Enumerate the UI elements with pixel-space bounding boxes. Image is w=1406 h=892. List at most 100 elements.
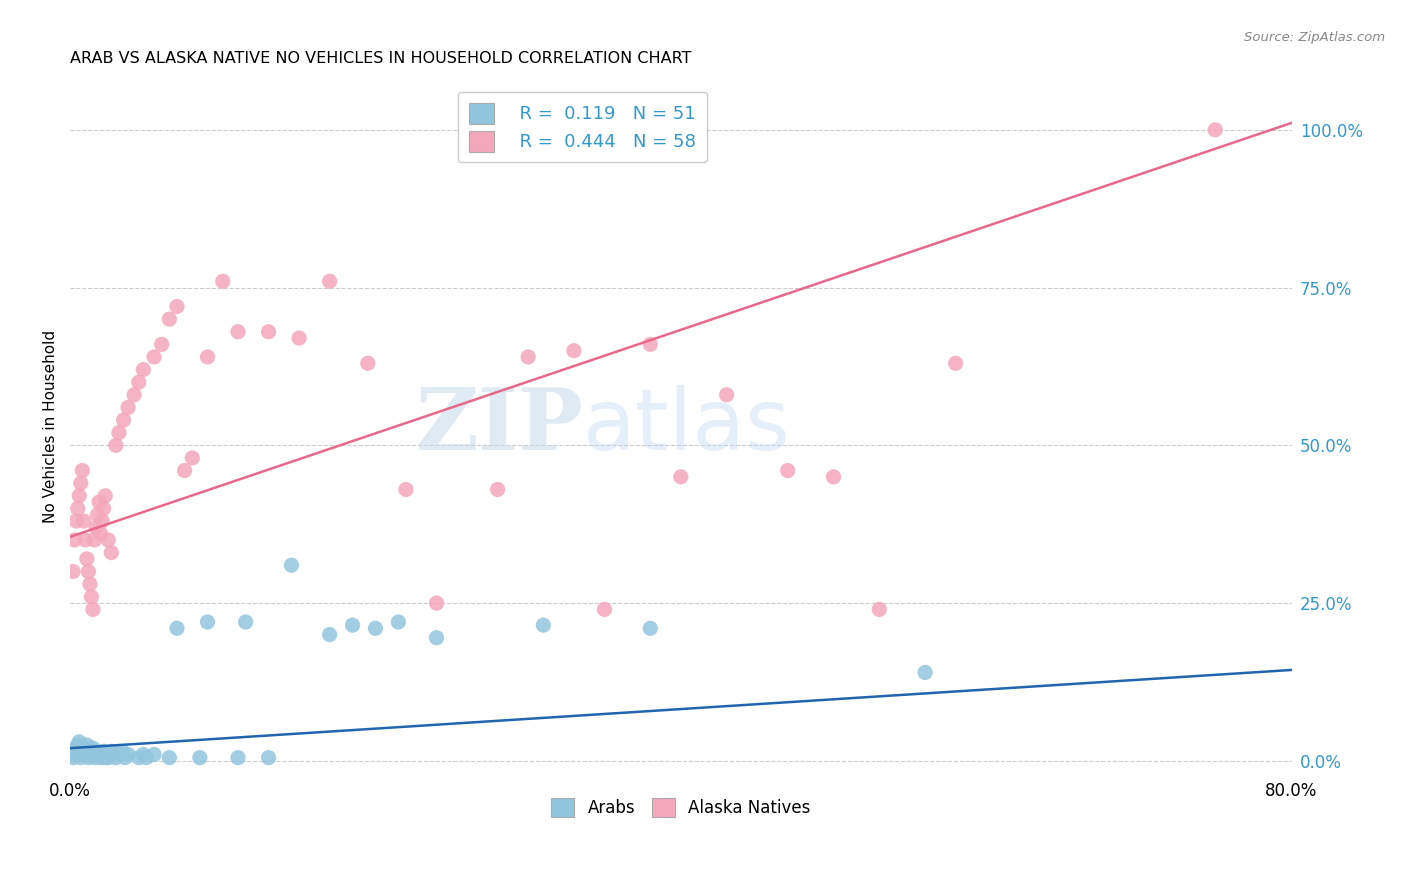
Point bbox=[143, 747, 166, 762]
Point bbox=[90, 750, 112, 764]
Point bbox=[72, 464, 94, 478]
Point bbox=[197, 350, 219, 364]
Point bbox=[823, 470, 845, 484]
Point bbox=[84, 747, 107, 762]
Point bbox=[776, 464, 799, 478]
Point bbox=[77, 750, 100, 764]
Point bbox=[79, 747, 101, 762]
Point bbox=[63, 747, 86, 762]
Point bbox=[425, 631, 447, 645]
Text: atlas: atlas bbox=[583, 384, 792, 468]
Point bbox=[638, 337, 661, 351]
Point bbox=[87, 495, 110, 509]
Point bbox=[226, 325, 249, 339]
Point bbox=[945, 356, 967, 370]
Point bbox=[357, 356, 380, 370]
Point bbox=[280, 558, 302, 573]
Text: Source: ZipAtlas.com: Source: ZipAtlas.com bbox=[1244, 31, 1385, 45]
Point bbox=[135, 750, 157, 764]
Point bbox=[128, 750, 150, 764]
Point bbox=[93, 501, 115, 516]
Point bbox=[132, 747, 155, 762]
Point bbox=[638, 621, 661, 635]
Point bbox=[166, 300, 188, 314]
Point bbox=[86, 744, 108, 758]
Point bbox=[86, 508, 108, 522]
Point bbox=[63, 533, 86, 547]
Point bbox=[226, 750, 249, 764]
Point bbox=[97, 750, 120, 764]
Point bbox=[257, 325, 280, 339]
Text: ZIP: ZIP bbox=[415, 384, 583, 468]
Point bbox=[62, 565, 84, 579]
Point bbox=[98, 747, 121, 762]
Point bbox=[73, 744, 96, 758]
Point bbox=[83, 750, 105, 764]
Point bbox=[91, 747, 114, 762]
Point bbox=[69, 476, 91, 491]
Point bbox=[72, 747, 94, 762]
Point bbox=[94, 750, 117, 764]
Point bbox=[80, 590, 103, 604]
Point bbox=[108, 425, 131, 440]
Point bbox=[531, 618, 554, 632]
Point bbox=[318, 274, 340, 288]
Point bbox=[486, 483, 509, 497]
Point bbox=[150, 337, 173, 351]
Point bbox=[66, 501, 89, 516]
Point bbox=[75, 533, 97, 547]
Point bbox=[173, 464, 195, 478]
Point bbox=[117, 747, 139, 762]
Point bbox=[157, 312, 180, 326]
Point bbox=[65, 744, 87, 758]
Point bbox=[143, 350, 166, 364]
Point bbox=[79, 577, 101, 591]
Point bbox=[76, 738, 98, 752]
Point bbox=[197, 615, 219, 629]
Point bbox=[342, 618, 364, 632]
Point bbox=[425, 596, 447, 610]
Point bbox=[104, 750, 127, 764]
Point bbox=[66, 738, 89, 752]
Point bbox=[235, 615, 257, 629]
Point bbox=[868, 602, 890, 616]
Point bbox=[395, 483, 418, 497]
Point bbox=[90, 526, 112, 541]
Point bbox=[128, 375, 150, 389]
Point bbox=[716, 388, 738, 402]
Point bbox=[84, 520, 107, 534]
Point bbox=[166, 621, 188, 635]
Point bbox=[80, 744, 103, 758]
Point bbox=[65, 741, 87, 756]
Text: ARAB VS ALASKA NATIVE NO VEHICLES IN HOUSEHOLD CORRELATION CHART: ARAB VS ALASKA NATIVE NO VEHICLES IN HOU… bbox=[70, 51, 692, 66]
Point bbox=[93, 744, 115, 758]
Point bbox=[73, 514, 96, 528]
Point bbox=[65, 514, 87, 528]
Point bbox=[318, 627, 340, 641]
Point bbox=[132, 362, 155, 376]
Point bbox=[257, 750, 280, 764]
Point bbox=[112, 413, 135, 427]
Point bbox=[914, 665, 936, 680]
Point bbox=[517, 350, 540, 364]
Point bbox=[108, 747, 131, 762]
Point bbox=[100, 744, 122, 758]
Point bbox=[77, 565, 100, 579]
Point bbox=[82, 741, 104, 756]
Point bbox=[94, 489, 117, 503]
Y-axis label: No Vehicles in Household: No Vehicles in Household bbox=[44, 330, 58, 523]
Point bbox=[669, 470, 692, 484]
Point bbox=[96, 747, 118, 762]
Point bbox=[111, 744, 134, 758]
Point bbox=[67, 735, 90, 749]
Point bbox=[91, 514, 114, 528]
Point bbox=[562, 343, 585, 358]
Point bbox=[75, 741, 97, 756]
Point bbox=[211, 274, 233, 288]
Point bbox=[69, 750, 91, 764]
Point bbox=[100, 545, 122, 559]
Point bbox=[62, 750, 84, 764]
Point bbox=[114, 750, 136, 764]
Point bbox=[67, 489, 90, 503]
Point bbox=[76, 552, 98, 566]
